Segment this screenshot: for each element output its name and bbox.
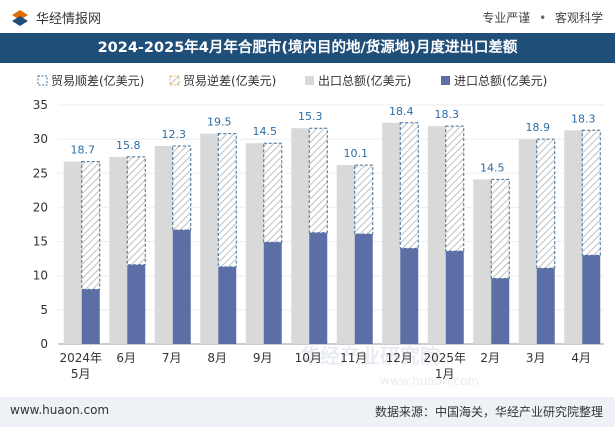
- surplus-bar: [217, 133, 237, 268]
- export-bar: [200, 133, 219, 344]
- brand: 华经情报网: [10, 8, 101, 27]
- surplus-data-label: 18.4: [389, 105, 414, 118]
- surplus-data-label: 12.3: [162, 128, 187, 141]
- x-tick-label: 2025年: [423, 351, 466, 365]
- legend-label: 贸易逆差(亿美元): [183, 73, 276, 88]
- export-bar: [154, 145, 173, 344]
- y-tick-label: 35: [33, 98, 48, 112]
- surplus-bar: [581, 129, 601, 256]
- axes: 0 5 10 15 20 25 30 35 2024年 5月 6月 7月 8月 9月 10月 11月 12月 20…: [33, 98, 604, 381]
- export-bar: [109, 156, 128, 344]
- watermark-group: 华经产业研究院 www.huaon.com: [300, 344, 479, 388]
- import-bar: [582, 255, 601, 344]
- export-bar: [336, 165, 355, 344]
- surplus-data-label: 14.5: [253, 125, 278, 138]
- chart-title: 2024-2025年4月年合肥市(境内目的地/货源地)月度进出口差额: [0, 33, 615, 63]
- legend-swatch-surplus: [37, 75, 48, 86]
- surplus-bar: [172, 145, 192, 231]
- x-tick-label: 3月: [526, 351, 546, 365]
- legend-label: 出口总额(亿美元): [318, 73, 411, 88]
- x-tick-label: 2024年: [59, 351, 102, 365]
- watermark-text: 华经产业研究院: [300, 344, 440, 368]
- import-bar: [263, 242, 282, 344]
- x-tick-label: 9月: [253, 351, 273, 365]
- surplus-data-label: 18.7: [71, 144, 96, 157]
- x-tick-label: 5月: [71, 367, 91, 381]
- import-bar: [536, 268, 555, 344]
- legend-swatch-export: [305, 76, 314, 85]
- x-tick-label: 4月: [571, 351, 591, 365]
- export-bar: [382, 122, 401, 344]
- x-tick-label: 8月: [207, 351, 227, 365]
- surplus-bar: [490, 178, 510, 279]
- export-bar: [473, 179, 492, 344]
- import-bar: [491, 278, 510, 344]
- export-bar: [245, 143, 264, 344]
- export-bar: [518, 139, 537, 344]
- surplus-bar: [399, 122, 419, 249]
- surplus-bar: [81, 161, 101, 290]
- x-tick-label: 11月: [340, 351, 367, 365]
- brand-name: 华经情报网: [36, 12, 102, 27]
- surplus-bar: [445, 125, 465, 252]
- y-tick-label: 30: [33, 132, 48, 146]
- surplus-data-label: 19.5: [207, 116, 232, 129]
- tag-professional: 专业严谨: [482, 11, 531, 25]
- legend-label: 贸易顺差(亿美元): [51, 73, 144, 88]
- export-bar: [564, 130, 583, 344]
- data-labels: 18.7 15.8 12.3 19.5 14.5 15.3 10.1 18.4 18.3 14.5…: [71, 105, 596, 175]
- import-bar: [127, 264, 146, 344]
- x-tick-label: 7月: [162, 351, 182, 365]
- bars: [63, 122, 601, 344]
- import-bar: [172, 229, 191, 344]
- export-bar: [291, 128, 310, 344]
- x-tick-label: 2月: [480, 351, 500, 365]
- surplus-bar: [263, 142, 283, 243]
- y-tick-label: 5: [40, 303, 48, 317]
- surplus-bar: [536, 138, 556, 269]
- top-bar: 华经情报网 专业严谨 • 客观科学: [0, 0, 615, 33]
- legend: 贸易顺差(亿美元) 贸易逆差(亿美元) 出口总额(亿美元) 进口总额(亿美元): [37, 73, 547, 88]
- footer-site: www.huaon.com: [10, 403, 110, 417]
- export-bar: [427, 126, 446, 344]
- tag-separator: •: [539, 11, 547, 25]
- x-tick-label: 10月: [295, 351, 322, 365]
- header-tags: 专业严谨 • 客观科学: [482, 9, 603, 26]
- logo-icon: [12, 9, 28, 26]
- footer: www.huaon.com 数据来源：中国海关，华经产业研究院整理: [0, 397, 615, 427]
- y-tick-label: 25: [33, 166, 48, 180]
- legend-swatch-deficit: [169, 75, 180, 86]
- y-tick-label: 15: [33, 235, 48, 249]
- y-tick-label: 0: [40, 337, 48, 351]
- export-bar: [63, 161, 82, 344]
- y-tick-label: 20: [33, 200, 48, 214]
- surplus-bar: [126, 156, 146, 266]
- import-bar: [218, 266, 237, 344]
- x-tick-label: 12月: [386, 351, 413, 365]
- import-bar: [400, 248, 419, 344]
- tag-objective: 客观科学: [554, 11, 603, 25]
- import-bar: [445, 251, 464, 344]
- import-bar: [309, 232, 328, 344]
- import-bar: [354, 234, 373, 344]
- surplus-data-label: 10.1: [344, 147, 369, 160]
- surplus-bar: [308, 127, 328, 234]
- import-bar: [81, 289, 100, 344]
- x-tick-label: 1月: [435, 367, 455, 381]
- surplus-data-label: 14.5: [480, 161, 505, 174]
- surplus-data-label: 15.3: [298, 110, 323, 123]
- y-tick-label: 10: [33, 269, 48, 283]
- surplus-data-label: 18.9: [526, 121, 551, 134]
- x-tick-label: 6月: [116, 351, 136, 365]
- watermark-url: www.huaon.com: [380, 374, 479, 388]
- legend-label: 进口总额(亿美元): [454, 73, 547, 88]
- footer-source: 数据来源：中国海关，华经产业研究院整理: [374, 405, 603, 419]
- surplus-data-label: 18.3: [571, 112, 596, 125]
- legend-swatch-import: [441, 76, 450, 85]
- surplus-bar: [354, 164, 374, 235]
- chart-area: 华经产业研究院 www.huaon.com 贸易顺差(亿美元) 贸易逆差(亿美元)…: [33, 73, 604, 388]
- surplus-data-label: 18.3: [435, 108, 460, 121]
- surplus-data-label: 15.8: [116, 139, 141, 152]
